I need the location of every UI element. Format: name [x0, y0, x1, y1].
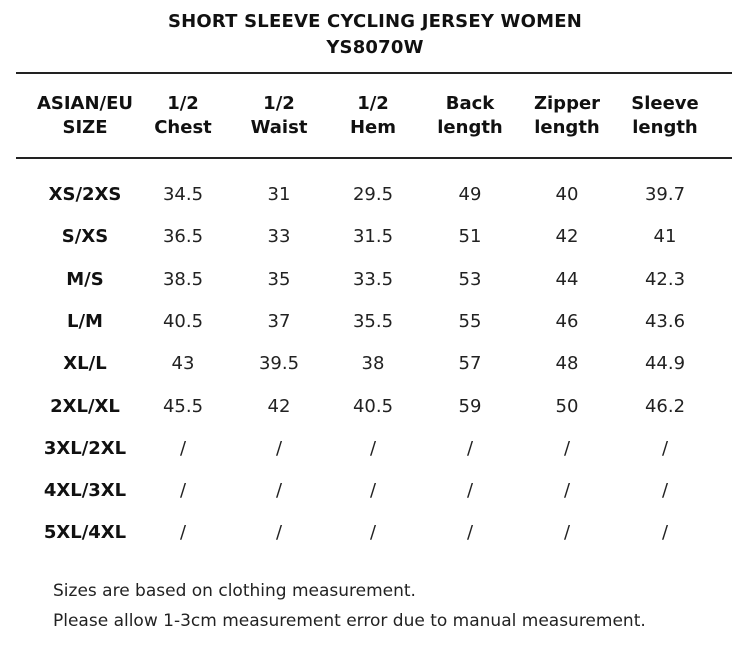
measurement-cell: /	[661, 437, 669, 459]
measurement-cell: 39.7	[644, 184, 686, 205]
measurement-cell: /	[563, 437, 571, 459]
measurement-cell: 53	[458, 268, 482, 290]
header-waist: 1/2 Waist	[251, 92, 308, 140]
measurement-cell: 36.5	[162, 226, 204, 248]
measurement-cell: /	[661, 522, 669, 544]
measurement-cell: /	[369, 437, 377, 459]
measurement-cell: 41	[653, 226, 677, 248]
measurement-cell: /	[179, 437, 187, 459]
measurement-cell: 42	[555, 226, 579, 248]
measurement-cell: /	[179, 480, 187, 502]
measurement-cell: 37	[267, 310, 291, 332]
measurement-cell: 34.5	[162, 184, 204, 205]
chart-title: SHORT SLEEVE CYCLING JERSEY WOMEN	[168, 11, 582, 32]
header-hem: 1/2 Hem	[350, 92, 396, 140]
size-label: XL/L	[63, 353, 107, 375]
measurement-cell: 50	[555, 395, 579, 417]
size-label: XS/2XS	[48, 184, 122, 205]
header-line: Back	[445, 93, 495, 114]
measurement-cell: /	[179, 522, 187, 544]
measurement-cell: 45.5	[162, 395, 204, 417]
measurement-cell: 40	[555, 184, 579, 205]
measurement-cell: 31	[267, 184, 291, 205]
size-label: 4XL/3XL	[43, 480, 127, 502]
header-line: 1/2	[263, 93, 295, 114]
header-line: length	[534, 117, 600, 138]
header-line: ASIAN/EU	[36, 93, 134, 114]
size-label: S/XS	[61, 226, 109, 248]
measurement-cell: /	[466, 480, 474, 502]
measurement-cell: 43.6	[644, 310, 686, 332]
measurement-cell: 42	[267, 395, 291, 417]
size-label: 2XL/XL	[50, 395, 120, 417]
measurement-cell: /	[275, 522, 283, 544]
header-sleeve-length: Sleeve length	[631, 92, 699, 140]
size-label: 5XL/4XL	[43, 522, 127, 544]
header-line: 1/2	[167, 93, 199, 114]
header-size: ASIAN/EU SIZE	[37, 92, 133, 140]
measurement-cell: 43	[171, 353, 195, 375]
measurement-cell: 46.2	[644, 395, 686, 417]
model-code: YS8070W	[326, 37, 424, 58]
measurement-cell: /	[661, 480, 669, 502]
measurement-cell: 39.5	[258, 353, 300, 375]
measurement-cell: 42.3	[644, 268, 686, 290]
measurement-cell: 31.5	[352, 226, 394, 248]
measurement-cell: /	[275, 480, 283, 502]
measurement-cell: 35.5	[352, 310, 394, 332]
header-rule	[16, 157, 732, 159]
measurement-cell: /	[369, 522, 377, 544]
header-line: SIZE	[62, 117, 108, 138]
header-line: 1/2	[357, 93, 389, 114]
header-line: Sleeve	[631, 93, 699, 114]
measurement-cell: 35	[267, 268, 291, 290]
header-line: Chest	[154, 117, 212, 138]
top-rule	[16, 72, 732, 74]
measurement-cell: 44	[555, 268, 579, 290]
measurement-cell: /	[466, 437, 474, 459]
measurement-cell: 49	[458, 184, 482, 205]
measurement-cell: 33	[267, 226, 291, 248]
header-line: Zipper	[533, 93, 601, 114]
measurement-cell: 46	[555, 310, 579, 332]
size-label: 3XL/2XL	[43, 437, 127, 459]
header-line: Hem	[349, 117, 397, 138]
header-chest: 1/2 Chest	[154, 92, 212, 140]
measurement-cell: 48	[555, 353, 579, 375]
measurement-cell: 40.5	[352, 395, 394, 417]
measurement-cell: 51	[458, 226, 482, 248]
measurement-cell: 38	[361, 353, 385, 375]
measurement-cell: 44.9	[644, 353, 686, 375]
note-measurement: Sizes are based on clothing measurement.	[53, 581, 416, 601]
measurement-cell: 38.5	[162, 268, 204, 290]
measurement-cell: /	[466, 522, 474, 544]
header-line: length	[437, 117, 503, 138]
header-line: Waist	[250, 117, 308, 138]
note-error: Please allow 1-3cm measurement error due…	[53, 611, 646, 631]
size-label: M/S	[66, 268, 104, 290]
measurement-cell: 55	[458, 310, 482, 332]
measurement-cell: 59	[458, 395, 482, 417]
measurement-cell: /	[369, 480, 377, 502]
measurement-cell: /	[275, 437, 283, 459]
measurement-cell: /	[563, 480, 571, 502]
header-line: length	[632, 117, 698, 138]
measurement-cell: 40.5	[162, 310, 204, 332]
size-label: L/M	[67, 310, 103, 332]
measurement-cell: 57	[458, 353, 482, 375]
measurement-cell: 33.5	[352, 268, 394, 290]
header-zipper-length: Zipper length	[534, 92, 600, 140]
measurement-cell: 29.5	[352, 184, 394, 205]
header-back-length: Back length	[437, 92, 503, 140]
measurement-cell: /	[563, 522, 571, 544]
